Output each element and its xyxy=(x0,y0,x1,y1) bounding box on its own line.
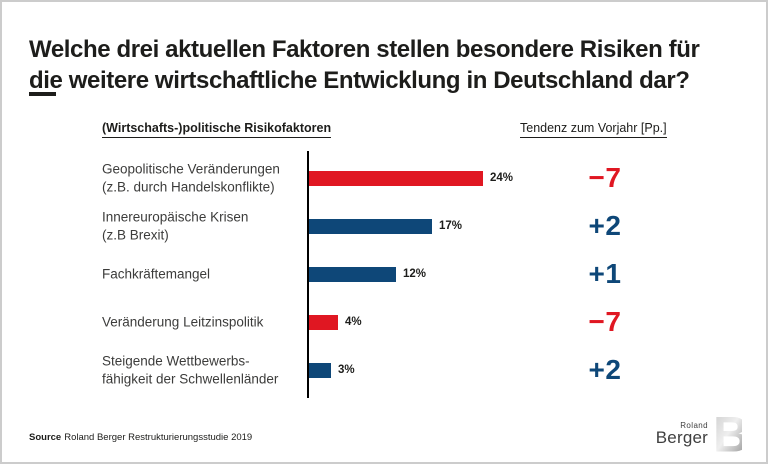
title-dash xyxy=(29,92,56,96)
value-label: 12% xyxy=(403,268,427,280)
chart-axis xyxy=(307,151,309,398)
tendency-value: −7 xyxy=(588,306,622,337)
tendency-value: −7 xyxy=(588,162,622,193)
source-text: Roland Berger Restrukturierungsstudie 20… xyxy=(64,432,253,443)
tendency-value: +2 xyxy=(588,210,622,241)
bar xyxy=(309,314,338,330)
category-label: Innereuropäische Krisen (z.B Brexit) xyxy=(102,209,249,243)
category-label: Geopolitische Veränderungen (z.B. durch … xyxy=(102,161,280,195)
page-title: Welche drei aktuellen Faktoren stellen b… xyxy=(29,34,700,96)
logo-wordmark: Roland Berger xyxy=(655,421,708,447)
chart-row: Geopolitische Veränderungen (z.B. durch … xyxy=(2,154,766,202)
tendency-value: +2 xyxy=(588,354,622,385)
tendency-value: +1 xyxy=(588,258,622,289)
page-title-line2: die weitere wirtschaftliche Entwicklung … xyxy=(29,67,690,95)
chart-rows: Geopolitische Veränderungen (z.B. durch … xyxy=(2,154,766,394)
column-header-tendency: Tendenz zum Vorjahr [Pp.] xyxy=(520,121,667,138)
source-label: Source xyxy=(29,432,62,443)
roland-berger-logo: Roland Berger B xyxy=(656,413,742,453)
value-label: 3% xyxy=(338,364,355,376)
chart-row: Steigende Wettbewerbs- fähigkeit der Sch… xyxy=(2,346,766,394)
bar xyxy=(309,170,483,186)
value-label: 24% xyxy=(490,172,514,184)
category-label: Steigende Wettbewerbs- fähigkeit der Sch… xyxy=(102,353,279,387)
column-header-risk-factors: (Wirtschafts-)politische Risikofaktoren xyxy=(102,121,332,138)
bar xyxy=(309,266,396,282)
bar xyxy=(309,362,331,378)
svg-text:B: B xyxy=(715,413,742,453)
source-note: Source Roland Berger Restrukturierungsstu… xyxy=(29,432,252,443)
bar xyxy=(309,218,432,234)
logo-monogram-b-icon: B xyxy=(715,413,742,453)
value-label: 4% xyxy=(345,316,362,328)
category-label: Fachkräftemangel xyxy=(102,266,211,282)
page-title-line1: Welche drei aktuellen Faktoren stellen b… xyxy=(29,36,700,64)
logo-wordmark-roland: Roland xyxy=(680,421,708,430)
value-label: 17% xyxy=(439,220,463,232)
chart-row: Veränderung Leitzinspolitik 4% −7 xyxy=(2,298,766,346)
chart-row: Fachkräftemangel 12% +1 xyxy=(2,250,766,298)
category-label: Veränderung Leitzinspolitik xyxy=(102,314,264,330)
chart-row: Innereuropäische Krisen (z.B Brexit) 17% +… xyxy=(2,202,766,250)
logo-wordmark-berger: Berger xyxy=(655,428,708,447)
